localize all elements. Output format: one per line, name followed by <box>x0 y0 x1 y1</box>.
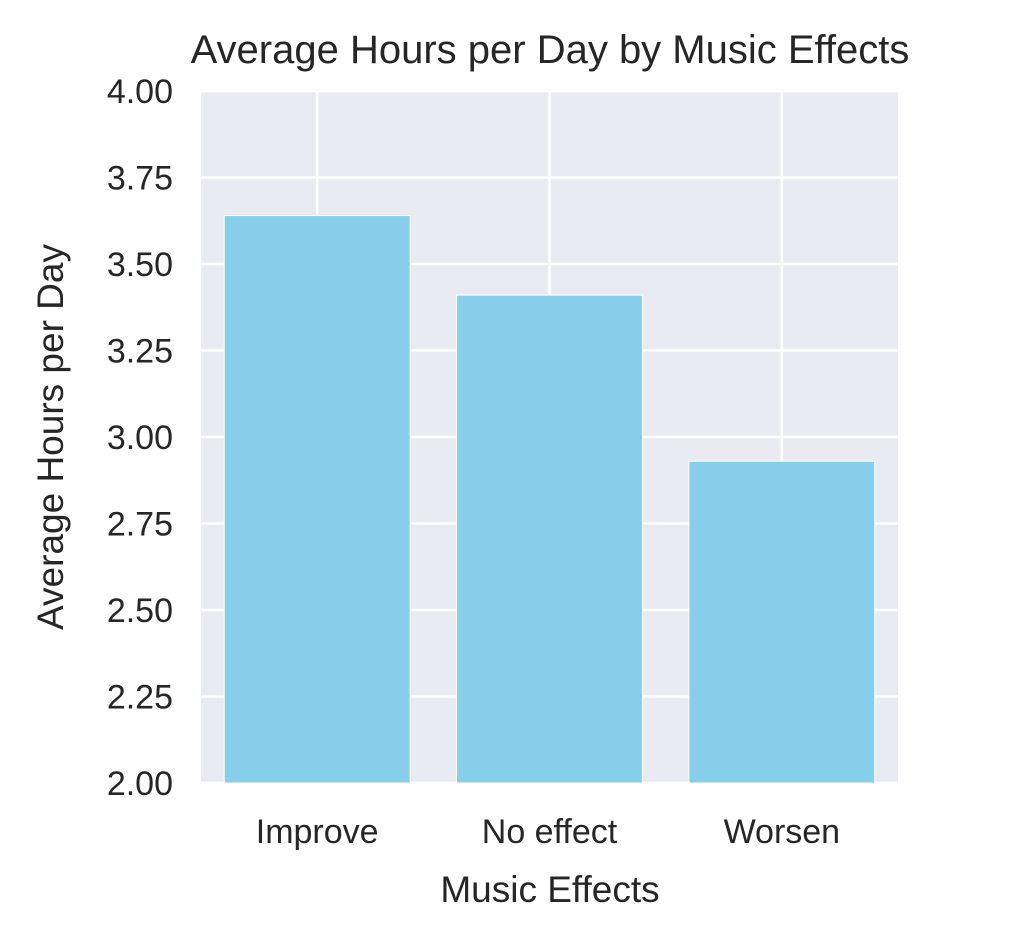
bar-no-effect <box>456 294 643 784</box>
x-tick-label: Improve <box>256 813 379 851</box>
y-tick-label: 3.50 <box>107 246 173 284</box>
y-tick-label: 3.00 <box>107 419 173 457</box>
bars <box>223 215 876 784</box>
x-axis-label: Music Effects <box>440 869 659 910</box>
y-tick-labels: 2.00 2.25 2.50 2.75 3.00 3.25 3.50 3.75 4.00 <box>107 73 173 803</box>
y-tick-label: 4.00 <box>107 73 173 111</box>
chart-title: Average Hours per Day by Music Effects <box>191 28 910 72</box>
bar-improve <box>223 215 411 784</box>
y-axis-label: Average Hours per Day <box>30 244 71 630</box>
y-tick-label: 3.25 <box>107 333 173 371</box>
y-tick-label: 3.75 <box>107 160 173 198</box>
y-tick-label: 2.00 <box>107 765 173 803</box>
x-tick-label: No effect <box>482 813 618 851</box>
y-tick-label: 2.25 <box>107 679 173 717</box>
y-tick-label: 2.75 <box>107 506 173 544</box>
x-tick-labels: Improve No effect Worsen <box>256 813 840 851</box>
x-tick-label: Worsen <box>724 813 841 851</box>
y-tick-label: 2.50 <box>107 592 173 630</box>
bar-worsen <box>688 460 876 784</box>
